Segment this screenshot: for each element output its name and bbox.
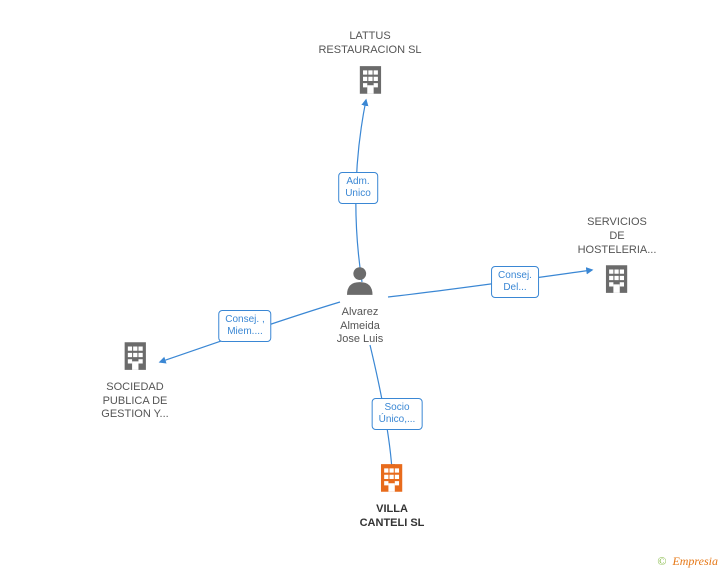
building-icon	[101, 338, 168, 377]
company-node-villa[interactable]: VILLA CANTELI SL	[360, 460, 425, 530]
edge-label-villa: Socio Único,...	[372, 398, 423, 430]
edge-label-servicios: Consej. Del...	[491, 266, 539, 298]
company-label: LATTUS RESTAURACION SL	[318, 30, 421, 58]
edge-servicios	[388, 270, 592, 297]
edge-label-sociedad: Consej. , Miem....	[218, 310, 271, 342]
edge-label-lattus: Adm. Unico	[338, 172, 378, 204]
copyright-symbol: ©	[657, 554, 666, 568]
building-icon	[360, 460, 425, 499]
company-label: SOCIEDAD PUBLICA DE GESTION Y...	[101, 381, 168, 422]
person-icon	[337, 263, 383, 302]
building-icon	[318, 61, 421, 100]
person-node[interactable]: Alvarez Almeida Jose Luis	[337, 263, 383, 347]
company-node-lattus[interactable]: LATTUS RESTAURACION SL	[318, 30, 421, 100]
watermark: © Empresia	[657, 554, 718, 569]
diagram-canvas: Alvarez Almeida Jose Luis LATTUS RESTAURA…	[0, 0, 728, 575]
company-label: SERVICIOS DE HOSTELERIA...	[578, 216, 657, 257]
person-label: Alvarez Almeida Jose Luis	[337, 306, 383, 347]
company-label: VILLA CANTELI SL	[360, 503, 425, 531]
company-node-sociedad[interactable]: SOCIEDAD PUBLICA DE GESTION Y...	[101, 338, 168, 422]
watermark-text: Empresia	[672, 554, 718, 568]
company-node-servicios[interactable]: SERVICIOS DE HOSTELERIA...	[578, 216, 657, 300]
building-icon	[578, 261, 657, 300]
